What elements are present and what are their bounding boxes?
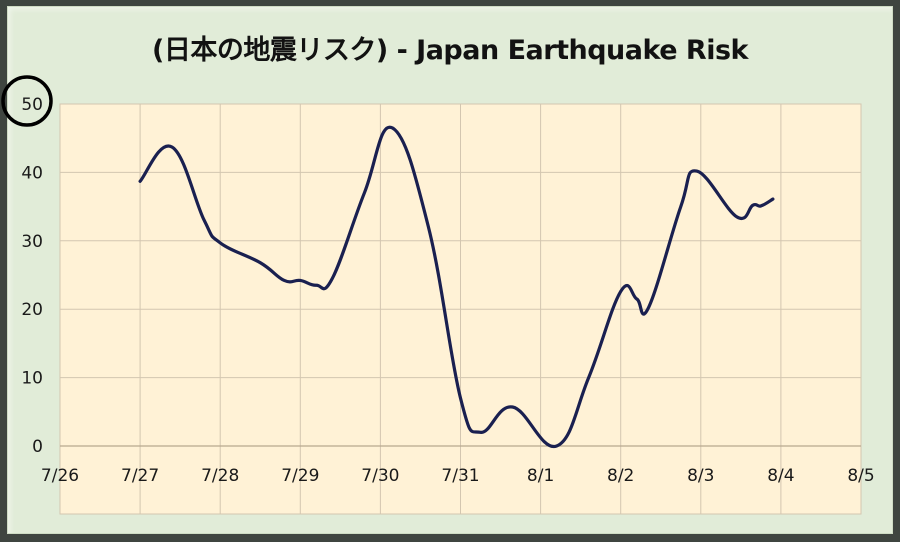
x-tick-label: 7/31 xyxy=(441,466,479,486)
x-axis-ticks: 7/26 7/27 7/28 7/29 7/30 7/31 8/1 8/2 8/3 8/4 8/5 xyxy=(41,466,875,486)
y-tick-label: 50 xyxy=(21,95,43,115)
x-tick-label: 7/30 xyxy=(361,466,399,486)
y-tick-label: 30 xyxy=(21,232,43,252)
grid-lines xyxy=(60,104,861,514)
y-tick-label: 20 xyxy=(21,300,43,320)
chart-title: (日本の地震リスク) - Japan Earthquake Risk xyxy=(151,35,749,66)
chart-panel: (日本の地震リスク) - Japan Earthquake Risk 0 10 20… xyxy=(1,6,893,534)
x-tick-label: 8/4 xyxy=(767,466,794,486)
x-tick-label: 7/26 xyxy=(41,466,79,486)
y-axis-ticks: 0 10 20 30 40 50 xyxy=(21,95,43,457)
y-tick-label: 0 xyxy=(32,437,43,457)
x-tick-label: 8/3 xyxy=(687,466,714,486)
x-tick-label: 8/1 xyxy=(527,466,554,486)
x-tick-label: 7/28 xyxy=(201,466,239,486)
risk-line xyxy=(138,125,775,448)
x-tick-label: 8/5 xyxy=(847,466,874,486)
x-tick-label: 7/27 xyxy=(121,466,159,486)
y-tick-label: 10 xyxy=(21,369,43,389)
x-tick-label: 7/29 xyxy=(281,466,319,486)
highlight-circle-annotation xyxy=(1,75,53,127)
y-tick-label: 40 xyxy=(21,163,43,183)
x-tick-label: 8/2 xyxy=(607,466,634,486)
